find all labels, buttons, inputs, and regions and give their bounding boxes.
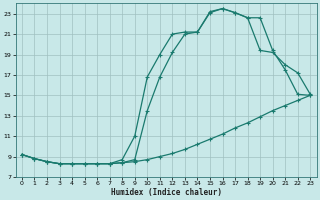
X-axis label: Humidex (Indice chaleur): Humidex (Indice chaleur) [111,188,221,197]
